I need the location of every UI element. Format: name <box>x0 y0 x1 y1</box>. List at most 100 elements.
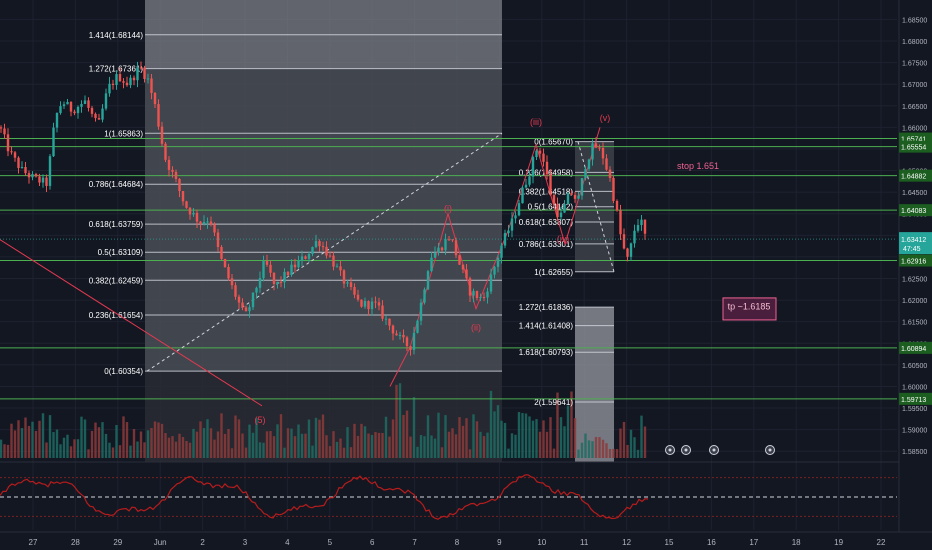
event-marker-dot <box>668 448 672 452</box>
fib-left-label: 1(1.65863) <box>104 129 143 138</box>
candle-up <box>633 230 636 244</box>
candle-down <box>13 152 17 158</box>
candle-down <box>342 270 346 284</box>
candle-up <box>307 254 311 259</box>
volume-bar <box>328 446 332 458</box>
candle-up <box>300 256 304 261</box>
volume-bar <box>209 428 213 458</box>
fib-left-label: 0.618(1.63759) <box>89 220 144 229</box>
candle-down <box>171 169 174 172</box>
candle-up <box>104 93 108 109</box>
price-tick-label: 1.64500 <box>902 190 927 197</box>
candle-down <box>391 325 395 334</box>
candle-down <box>643 219 647 234</box>
price-tick-label: 1.67000 <box>902 82 927 89</box>
volume-bar <box>321 414 325 458</box>
dashed-trend-line-right[interactable] <box>577 141 615 272</box>
time-tick-label: 11 <box>580 538 589 547</box>
volume-bar <box>626 444 629 458</box>
volume-bar <box>248 424 251 458</box>
fib-left-label: 0.382(1.62459) <box>89 276 144 285</box>
dashed-trend-line[interactable] <box>146 132 503 372</box>
candle-down <box>223 258 227 267</box>
candle-down <box>269 264 272 273</box>
candle-up <box>55 112 59 128</box>
time-tick-label: 28 <box>71 538 80 547</box>
volume-bar <box>507 448 510 458</box>
wave-label: (ii) <box>471 322 481 332</box>
volume-bar <box>279 414 283 458</box>
volume-bar <box>528 416 531 458</box>
candle-up <box>283 271 286 283</box>
candle-up <box>426 271 430 290</box>
volume-bar <box>76 439 80 458</box>
level-price-label: 1.60894 <box>901 346 926 353</box>
price-tick-label: 1.61500 <box>902 320 927 327</box>
down-trend-line[interactable] <box>0 239 263 407</box>
volume-bar <box>325 435 328 458</box>
volume-bar <box>458 417 461 458</box>
time-tick-label: 10 <box>537 538 546 547</box>
volume-bar <box>206 419 209 458</box>
level-price-label: 1.65741 <box>901 137 926 144</box>
candle-down <box>405 337 409 347</box>
volume-bar <box>412 397 416 458</box>
candle-down <box>122 81 125 83</box>
candle-down <box>34 174 38 177</box>
time-tick-label: Jun <box>154 538 167 547</box>
candle-down <box>178 178 181 192</box>
volume-bar <box>171 436 174 458</box>
level-price-tag <box>899 140 932 153</box>
candle-down <box>465 269 468 279</box>
price-tick-label: 1.68000 <box>902 39 927 46</box>
volume-bar <box>419 435 423 458</box>
volume-bar <box>185 440 188 458</box>
volume-bar <box>297 424 300 458</box>
volume-bar <box>272 436 276 458</box>
candle-up <box>517 203 521 216</box>
level-price-tag <box>899 254 932 267</box>
candle-down <box>234 285 237 297</box>
candle-down <box>199 221 202 224</box>
volume-bar <box>20 428 24 458</box>
volume-bar <box>430 435 433 458</box>
volume-bar <box>563 426 566 458</box>
time-axis[interactable]: 27 28 29 Jun 2 3 4 5 6 7 8 9 10 11 12 15 16 17 18 19 22 <box>0 531 932 550</box>
candle-up <box>493 266 496 275</box>
current-price-tag <box>899 232 932 255</box>
price-tick-label: 1.59500 <box>902 406 927 413</box>
volume-bar <box>535 419 538 458</box>
candle-up <box>363 301 367 307</box>
volume-bar <box>227 428 230 458</box>
candle-down <box>619 210 622 235</box>
current-price-label: 1.63412 <box>901 237 926 244</box>
fib-right-label: 0.618(1.63807) <box>519 218 574 227</box>
volume-bar <box>643 426 647 458</box>
volume-bar <box>402 414 405 458</box>
candle-down <box>27 173 31 178</box>
candle-down <box>356 294 360 300</box>
candle-down <box>409 346 412 350</box>
volume-bar <box>538 431 542 458</box>
wave-label: (5) <box>255 415 266 425</box>
candle-down <box>321 246 325 248</box>
candle-down <box>608 169 612 178</box>
volume-bar <box>510 433 514 458</box>
time-tick-label: 4 <box>285 538 290 547</box>
level-price-tag <box>899 204 932 217</box>
volume-bar <box>391 419 395 458</box>
volume-bar <box>388 436 391 458</box>
volume-bar <box>101 422 104 458</box>
fib-left-label: 0.236(1.61654) <box>89 311 144 320</box>
fib-right-label: 1(1.62655) <box>534 268 573 277</box>
volume-bar <box>220 413 223 458</box>
price-tick-label: 1.59000 <box>902 428 927 435</box>
candle-down <box>339 266 342 271</box>
candle-up <box>510 218 514 231</box>
candle-down <box>181 191 185 202</box>
candle-down <box>167 159 171 170</box>
volume-bar <box>423 436 426 458</box>
